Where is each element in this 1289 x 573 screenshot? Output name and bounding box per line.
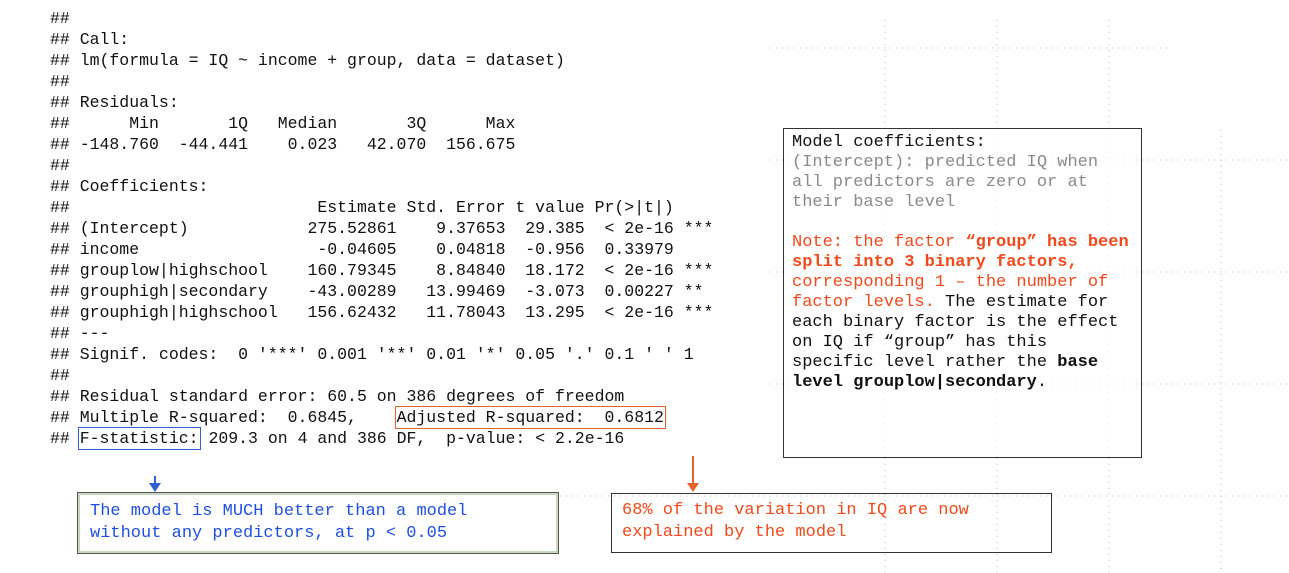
output-line: ## --- [50,324,110,343]
output-line: ## Min 1Q Median 3Q Max [50,114,516,133]
note-text: Note: the factor [792,233,966,252]
output-text: ## Multiple R-squared: 0.6845, [50,408,397,427]
note-text: Model coefficients: [792,133,986,152]
output-line: ## Residuals: [50,93,179,112]
highlighted-text: Adjusted R-squared: 0.6812 [394,406,666,429]
output-text: 209.3 on 4 and 386 DF, p-value: < 2.2e-1… [198,429,625,448]
note-text: “group” has been split into 3 binary fac… [792,233,1129,272]
rsq-note: 68% of the variation in IQ are now expla… [611,493,1052,553]
coefficients-note: Model coefficients: (Intercept): predicte… [783,128,1142,458]
output-line: ## Estimate Std. Error t value Pr(>|t|) [50,198,674,217]
r-output: ## ## Call: ## lm(formula = IQ ~ income + … [50,8,714,450]
output-line: ## [50,72,70,91]
note-text: The estimate for each binary factor is t… [792,293,1119,372]
output-line: ## Call: [50,30,130,49]
output-line: ## [50,366,70,385]
output-line: ## Multiple R-squared: 0.6845, Adjusted … [50,406,713,429]
output-line: ## [50,9,70,28]
output-line: ## Residual standard error: 60.5 on 386 … [50,387,625,406]
output-line: ## (Intercept) 275.52861 9.37653 29.385 … [50,219,714,238]
output-line: ## Coefficients: [50,177,209,196]
output-line: ## income -0.04605 0.04818 -0.956 0.3397… [50,240,674,259]
output-line: ## grouphigh|highschool 156.62432 11.780… [50,303,714,322]
output-line: ## F-statistic: 209.3 on 4 and 386 DF, p… [50,427,713,450]
output-line: ## Signif. codes: 0 '***' 0.001 '**' 0.0… [50,345,694,364]
note-text: . [1036,373,1048,392]
output-line: ## lm(formula = IQ ~ income + group, dat… [50,51,565,70]
note-paragraph: (Intercept): predicted IQ when all predi… [792,153,1133,213]
note-text: (Intercept): predicted IQ when all predi… [792,153,1099,212]
note-paragraph: Model coefficients: [792,133,1133,153]
note-text: base level grouplow|secondary [792,353,1099,392]
output-line: ## grouplow|highschool 160.79345 8.84840… [50,261,714,280]
note-paragraph: Note: the factor “group” has been split … [792,233,1133,393]
output-line: ## -148.760 -44.441 0.023 42.070 156.675 [50,135,516,154]
fstat-note: The model is MUCH better than a model wi… [77,492,559,554]
output-line: ## [50,156,70,175]
output-text: ## [50,429,80,448]
note-text: corresponding 1 – the number of factor l… [792,273,1109,312]
highlighted-text: F-statistic: [77,427,201,450]
output-line: ## grouphigh|secondary -43.00289 13.9946… [50,282,704,301]
